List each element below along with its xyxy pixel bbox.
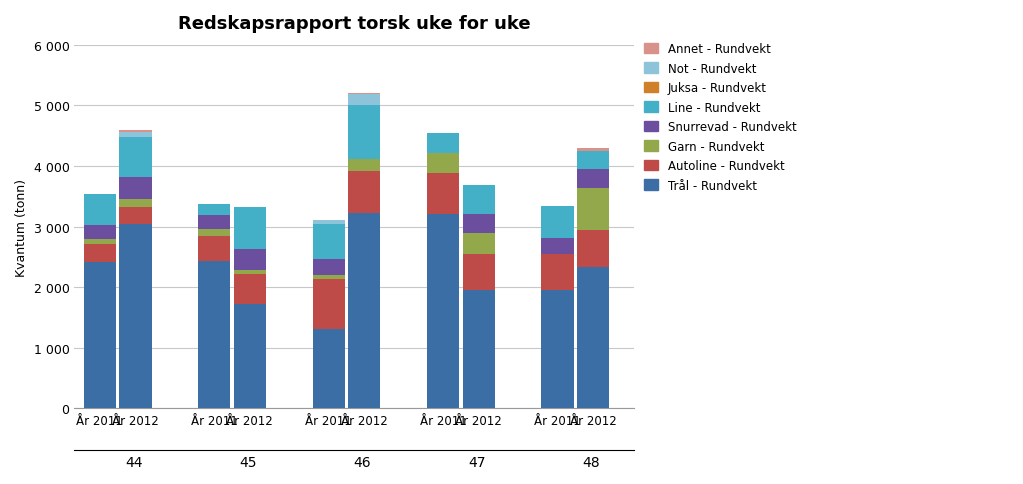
Bar [120,200,151,208]
Bar [84,262,116,408]
Bar [427,173,459,214]
Bar [198,204,230,215]
Bar [233,271,266,274]
Bar [233,304,266,408]
Legend: Annet - Rundvekt, Not - Rundvekt, Juksa - Rundvekt, Line - Rundvekt, Snurrevad -: Annet - Rundvekt, Not - Rundvekt, Juksa … [639,38,801,197]
Bar [541,207,574,239]
Bar [462,234,495,254]
Bar [462,254,495,290]
Bar [233,208,266,249]
Bar [120,138,151,178]
Bar [198,215,230,229]
Bar [198,229,230,236]
Bar [577,149,609,152]
Bar [427,214,459,408]
Bar [120,208,151,224]
Bar [84,239,116,244]
Bar [84,244,116,262]
Bar [348,93,381,95]
Y-axis label: Kvantum (tonn): Kvantum (tonn) [15,178,28,276]
Bar [233,249,266,271]
Bar [348,95,381,106]
Bar [198,261,230,408]
Bar [348,106,381,160]
Bar [120,224,151,408]
Bar [577,169,609,188]
Bar [84,226,116,239]
Bar [462,215,495,234]
Bar [312,260,345,275]
Bar [348,172,381,213]
Bar [312,275,345,280]
Bar [462,290,495,408]
Bar [577,267,609,408]
Bar [233,274,266,304]
Bar [577,152,609,169]
Bar [577,230,609,267]
Bar [427,153,459,173]
Bar [348,160,381,172]
Bar [462,185,495,215]
Bar [312,280,345,329]
Bar [120,133,151,138]
Bar [198,236,230,261]
Bar [541,239,574,255]
Bar [577,188,609,230]
Title: Redskapsrapport torsk uke for uke: Redskapsrapport torsk uke for uke [178,15,530,33]
Bar [312,224,345,260]
Bar [84,195,116,226]
Bar [120,178,151,200]
Bar [120,131,151,133]
Bar [312,220,345,224]
Bar [541,290,574,408]
Bar [348,213,381,408]
Bar [541,255,574,290]
Bar [427,133,459,153]
Bar [312,329,345,408]
